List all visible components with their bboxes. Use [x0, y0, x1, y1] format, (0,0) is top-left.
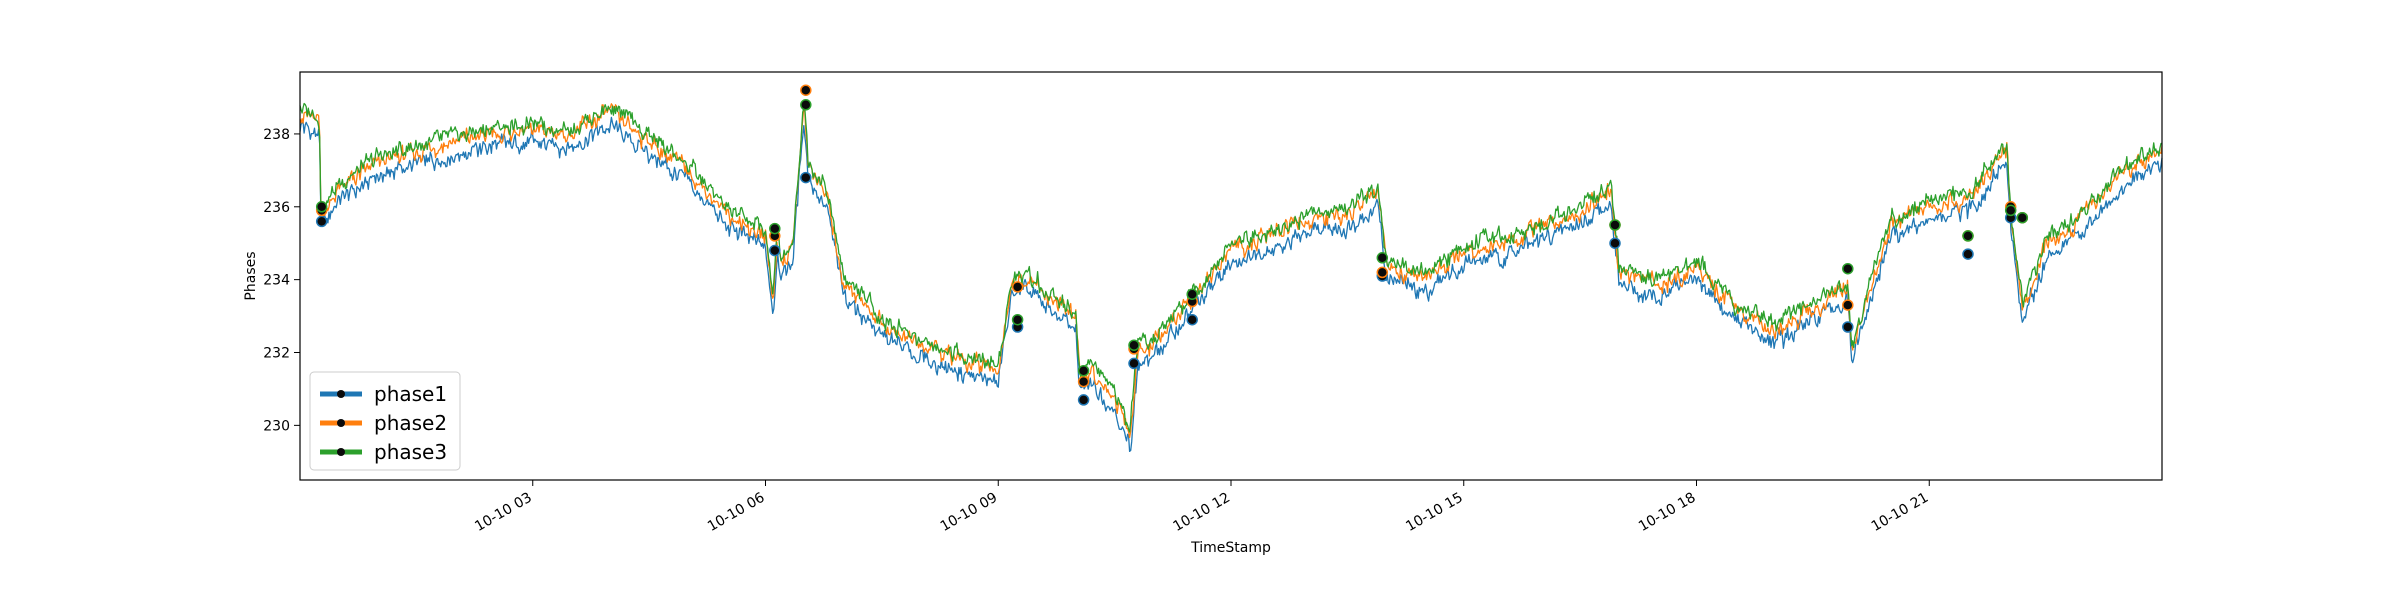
event-marker-phase1	[1962, 248, 1974, 260]
event-marker-phase1	[1842, 321, 1854, 333]
plot-area	[300, 72, 2162, 480]
legend-marker-phase2	[337, 419, 345, 427]
marker-layer	[315, 84, 2029, 406]
event-marker-phase3	[800, 99, 812, 111]
event-marker-phase3	[1962, 230, 1974, 242]
event-marker-phase3	[769, 222, 781, 235]
event-marker-phase3	[2004, 204, 2017, 217]
event-marker-phase3	[1077, 364, 1090, 377]
event-marker-phase2	[1376, 266, 1389, 279]
legend-label-phase1: phase1	[374, 382, 447, 406]
event-marker-phase2	[1011, 281, 1024, 293]
event-marker-phase3	[1376, 252, 1389, 264]
event-marker-phase3	[1128, 339, 1140, 351]
event-marker-phase1	[769, 244, 781, 257]
event-marker-phase1	[1609, 237, 1621, 249]
series-layer	[299, 102, 2163, 453]
event-marker-phase1	[1077, 394, 1090, 406]
legend-label-phase3: phase3	[374, 440, 447, 464]
x-axis-label: TimeStamp	[1190, 540, 1271, 556]
event-marker-phase1	[1128, 357, 1140, 370]
event-marker-phase2	[1077, 375, 1090, 388]
event-marker-phase3	[1186, 288, 1198, 300]
legend-label-phase2: phase2	[374, 411, 447, 435]
y-tick-label: 234	[263, 273, 290, 289]
y-tick-label: 236	[263, 200, 290, 216]
series-line-phase3	[299, 102, 2163, 433]
y-axis: 230 232 234 236 238	[263, 127, 300, 434]
legend-marker-phase1	[337, 390, 345, 398]
event-marker-phase3	[2016, 211, 2029, 224]
event-marker-phase3	[1609, 219, 1621, 231]
y-tick-label: 230	[263, 418, 290, 434]
event-marker-phase2	[1842, 299, 1854, 311]
event-marker-phase2	[800, 84, 812, 96]
series-line-phase1	[299, 116, 2163, 453]
y-tick-label: 232	[263, 346, 290, 362]
y-tick-label: 238	[263, 127, 290, 143]
event-marker-phase1	[800, 171, 812, 184]
event-marker-phase3	[1842, 262, 1854, 275]
y-axis-label: Phases	[243, 251, 259, 300]
event-marker-phase1	[315, 215, 328, 228]
event-marker-phase3	[1011, 313, 1024, 326]
event-marker-phase3	[315, 201, 328, 213]
legend: phase1 phase2 phase3	[309, 371, 461, 471]
legend-marker-phase3	[337, 448, 345, 456]
event-marker-phase1	[1186, 313, 1198, 326]
